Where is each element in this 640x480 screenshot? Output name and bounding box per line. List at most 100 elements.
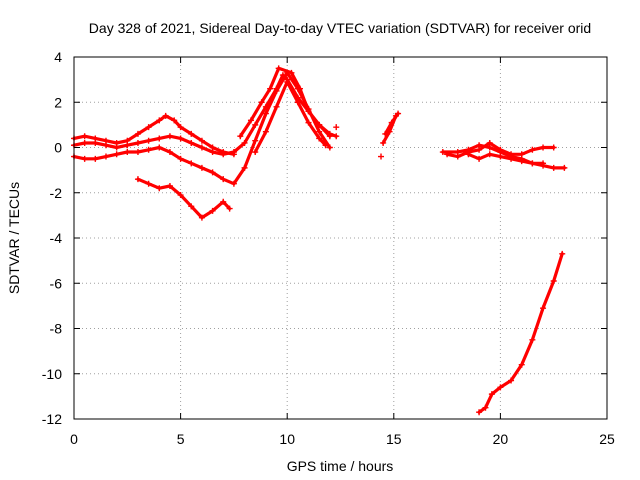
data-point — [322, 142, 329, 149]
data-point — [529, 160, 536, 167]
y-tick-label: 4 — [54, 49, 62, 65]
y-tick-label: -2 — [50, 185, 63, 201]
data-point — [326, 133, 333, 140]
data-point — [273, 103, 280, 110]
data-point — [198, 144, 205, 151]
data-point — [333, 124, 340, 131]
data-point — [252, 149, 259, 156]
data-point — [241, 139, 248, 146]
data-point — [305, 119, 312, 126]
data-point — [102, 153, 109, 160]
data-point — [550, 277, 557, 284]
series-trace — [477, 252, 564, 414]
data-point — [230, 149, 237, 156]
data-point — [198, 137, 205, 144]
data-point — [267, 85, 274, 92]
data-point — [559, 250, 566, 257]
data-point — [188, 160, 195, 167]
data-point — [252, 137, 259, 144]
data-point — [378, 153, 385, 160]
data-point — [81, 139, 88, 146]
y-tick-label: -6 — [50, 275, 63, 291]
data-point — [316, 135, 323, 142]
data-point — [508, 155, 515, 162]
outlier-points — [333, 124, 385, 160]
data-point — [262, 110, 269, 117]
data-point — [198, 214, 205, 221]
data-point — [177, 124, 184, 131]
data-point — [81, 133, 88, 140]
data-point — [305, 108, 312, 115]
data-point — [550, 164, 557, 171]
data-point — [529, 336, 536, 343]
data-point — [209, 169, 216, 176]
y-tick-label: -8 — [50, 321, 63, 337]
data-point — [333, 133, 340, 140]
data-point — [529, 146, 536, 153]
data-point — [220, 198, 227, 205]
data-point — [220, 151, 227, 158]
series-arc-8 — [382, 110, 402, 137]
data-point — [258, 99, 265, 106]
y-tick-label: 0 — [54, 140, 62, 156]
series-arc-5 — [252, 78, 329, 156]
data-point — [156, 144, 163, 151]
data-point — [92, 139, 99, 146]
data-point — [177, 155, 184, 162]
data-point — [444, 151, 451, 158]
data-point — [508, 377, 515, 384]
data-point — [454, 153, 461, 160]
data-point — [113, 144, 120, 151]
data-point — [288, 69, 295, 76]
data-point — [145, 180, 152, 187]
data-point — [476, 146, 483, 153]
data-point — [252, 121, 259, 128]
data-point — [486, 151, 493, 158]
series-trace — [253, 80, 328, 154]
y-tick-label: -12 — [42, 411, 62, 427]
data-point — [102, 142, 109, 149]
data-point — [145, 137, 152, 144]
data-point — [188, 139, 195, 146]
data-point — [284, 78, 291, 85]
data-point — [326, 144, 333, 151]
x-tick-label: 15 — [386, 431, 402, 447]
data-point — [518, 361, 525, 368]
chart-title: Day 328 of 2021, Sidereal Day-to-day VTE… — [89, 20, 591, 36]
data-point — [226, 205, 233, 212]
y-tick-label: -10 — [42, 366, 62, 382]
data-point — [518, 158, 525, 165]
data-point — [237, 133, 244, 140]
data-point — [380, 139, 387, 146]
data-point — [209, 207, 216, 214]
series-arc-10 — [444, 139, 557, 160]
data-point — [124, 142, 131, 149]
data-point — [518, 151, 525, 158]
data-point — [81, 155, 88, 162]
data-point — [177, 192, 184, 199]
data-point — [162, 112, 169, 119]
data-point — [275, 65, 282, 72]
data-point — [486, 139, 493, 146]
data-point — [540, 160, 547, 167]
data-point — [540, 144, 547, 151]
series-arc-6 — [134, 176, 233, 221]
data-point — [134, 176, 141, 183]
data-point — [188, 130, 195, 137]
series-trace — [238, 66, 332, 138]
data-point — [497, 153, 504, 160]
data-point — [395, 110, 402, 117]
data-point — [294, 99, 301, 106]
x-tick-label: 25 — [599, 431, 615, 447]
data-point — [156, 135, 163, 142]
data-series — [71, 65, 568, 416]
data-point — [220, 176, 227, 183]
data-point — [382, 130, 389, 137]
data-point — [247, 117, 254, 124]
data-point — [550, 144, 557, 151]
x-tick-label: 10 — [279, 431, 295, 447]
data-point — [156, 185, 163, 192]
data-point — [296, 85, 303, 92]
